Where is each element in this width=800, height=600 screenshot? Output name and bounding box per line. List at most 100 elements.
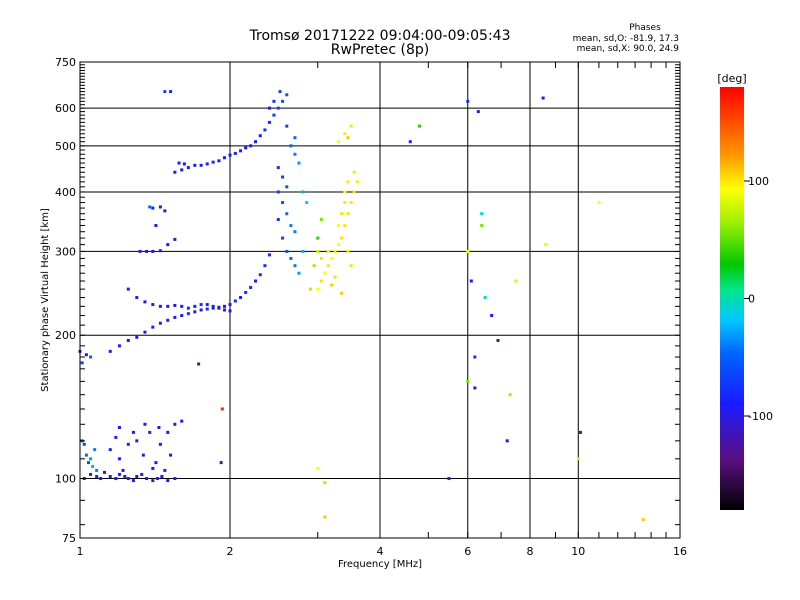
x-tick-label: 6 [464, 545, 471, 558]
x-tick-label: 2 [227, 545, 234, 558]
data-point [205, 307, 209, 311]
data-point [297, 271, 301, 275]
data-point [244, 290, 248, 294]
x-tick-label: 1 [77, 545, 84, 558]
data-point [145, 477, 149, 481]
data-point [480, 224, 484, 228]
data-point [281, 201, 285, 205]
chart-title: Tromsø 20171222 09:04:00-09:05:43 [249, 28, 511, 44]
data-point [496, 338, 500, 342]
data-point [352, 190, 356, 194]
data-point [166, 304, 170, 308]
data-point [173, 303, 177, 307]
data-point [154, 461, 158, 465]
data-point [349, 264, 353, 268]
data-point [163, 90, 167, 94]
data-point [126, 338, 130, 342]
data-point [145, 249, 149, 253]
data-point [143, 330, 147, 334]
data-point [544, 243, 548, 247]
data-point [490, 314, 494, 318]
data-point [223, 156, 227, 160]
data-point [163, 468, 167, 472]
data-point [340, 212, 344, 216]
data-point [316, 236, 320, 240]
data-point [281, 99, 285, 103]
data-point [249, 144, 253, 148]
data-point [293, 264, 297, 268]
data-point [483, 296, 487, 300]
data-point [476, 110, 480, 114]
data-point [158, 304, 162, 308]
data-point [99, 477, 103, 481]
data-point [319, 279, 323, 283]
data-point [514, 279, 518, 283]
data-point [343, 201, 347, 205]
y-tick-label: 100 [55, 473, 76, 486]
data-point [180, 304, 184, 308]
data-point [316, 249, 320, 253]
data-point [160, 474, 164, 478]
y-tick-label: 500 [55, 140, 76, 153]
data-point [343, 132, 347, 136]
data-point [117, 344, 121, 348]
data-point [131, 479, 135, 483]
data-point [263, 128, 267, 132]
data-point [151, 325, 155, 329]
data-point [91, 464, 95, 468]
data-point [89, 355, 93, 359]
data-point [505, 439, 509, 443]
data-point [578, 430, 582, 434]
data-point [417, 124, 421, 128]
x-tick-label: 10 [571, 545, 585, 558]
data-point [469, 279, 473, 283]
data-point [333, 249, 337, 253]
data-point [126, 287, 130, 291]
data-point [597, 201, 601, 205]
y-tick-label: 200 [55, 329, 76, 342]
data-point [193, 304, 197, 308]
data-point [117, 472, 121, 476]
data-point [281, 236, 285, 240]
data-point [84, 353, 88, 357]
data-point [336, 243, 340, 247]
data-point [157, 425, 161, 429]
data-point [340, 291, 344, 295]
data-point [121, 468, 125, 472]
data-point [289, 256, 293, 260]
data-point [346, 180, 350, 184]
data-point [169, 90, 173, 94]
data-point [177, 161, 181, 165]
data-point [285, 124, 289, 128]
data-point [169, 453, 173, 457]
y-tick-label: 300 [55, 245, 76, 258]
data-point [141, 453, 145, 457]
data-point [340, 236, 344, 240]
data-point [239, 149, 243, 153]
data-point [219, 461, 223, 465]
data-point [135, 474, 139, 478]
data-point [253, 140, 257, 144]
data-point [473, 386, 477, 390]
data-point [316, 466, 320, 470]
data-point [199, 303, 203, 307]
data-point [258, 134, 262, 138]
data-point [217, 306, 221, 310]
x-axis-label: Frequency [MHz] [338, 559, 422, 570]
data-point [244, 146, 248, 150]
data-point [258, 273, 262, 277]
data-point [276, 218, 280, 222]
data-point [211, 160, 215, 164]
data-point [173, 315, 177, 319]
data-point [323, 515, 327, 519]
data-point [123, 474, 127, 478]
data-point [114, 477, 118, 481]
data-point [180, 168, 184, 172]
data-point [223, 308, 227, 312]
data-point [205, 162, 209, 166]
data-point [346, 212, 350, 216]
phase-stats-heading: Phases [629, 23, 661, 33]
data-point [140, 472, 144, 476]
